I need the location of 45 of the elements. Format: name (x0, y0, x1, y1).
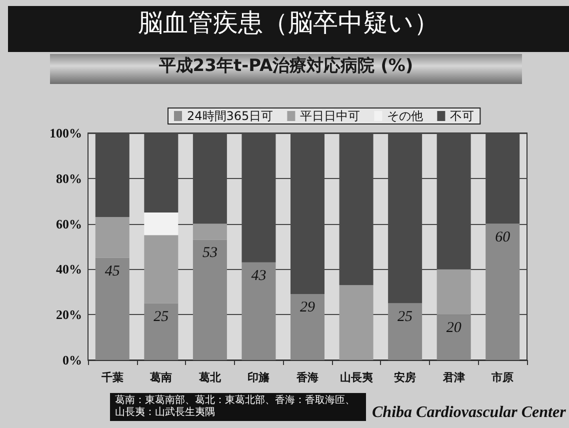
y-tick-label: 80% (56, 170, 82, 186)
text: 葛南：東葛南部、葛北：東葛北部、香海：香取海匝、山長夷：山武長生夷隅 (110, 393, 366, 421)
bar (290, 294, 324, 360)
y-tick-label: 0% (62, 352, 82, 368)
y-tick-label: 20% (56, 307, 82, 322)
bar (95, 258, 130, 360)
x-tick-label: 山長夷 (340, 371, 374, 384)
data-label: 25 (398, 308, 414, 325)
bar (436, 314, 471, 360)
x-tick-label: 君津 (442, 371, 465, 384)
text: Chiba Cardiovascular Center (372, 404, 566, 422)
chart-title: 脳血管疾患（脳卒中疑い） (8, 6, 569, 52)
data-label: 25 (154, 308, 170, 325)
x-tick-label: 葛南 (149, 371, 172, 384)
x-tick-label: 香海 (296, 371, 318, 384)
y-tick-label: 60% (56, 216, 82, 232)
bar (144, 235, 178, 304)
y-tick-label: 40% (56, 262, 82, 277)
legend-label: 24時間365日可 (187, 109, 274, 123)
x-tick-label: 安房 (394, 371, 416, 384)
x-tick-label: 葛北 (198, 371, 222, 384)
data-label: 29 (300, 300, 316, 316)
bar (192, 240, 227, 360)
data-label: 20 (446, 320, 462, 336)
x-tick-label: 印旛 (248, 371, 271, 384)
bar (436, 269, 471, 315)
data-label: 43 (251, 268, 266, 284)
data-label: 60 (495, 229, 511, 246)
bar (192, 224, 227, 240)
chart-subtitle: 平成23年t-PA治療対応病院 (%) (50, 54, 522, 84)
bar (242, 262, 276, 360)
bar (388, 303, 422, 360)
legend-label: 平日日中可 (300, 109, 360, 123)
x-tick-label: 千葉 (100, 371, 124, 384)
legend-label: 不可 (450, 109, 474, 123)
data-label: 45 (104, 263, 120, 280)
bar (144, 212, 178, 236)
y-tick-label: 100% (50, 126, 82, 140)
bar (339, 285, 374, 360)
bar (95, 216, 130, 258)
data-label: 53 (202, 245, 218, 262)
x-tick-label: 市原 (490, 371, 514, 384)
bar (486, 224, 520, 360)
bar (144, 303, 178, 360)
legend-label: その他 (387, 109, 424, 123)
